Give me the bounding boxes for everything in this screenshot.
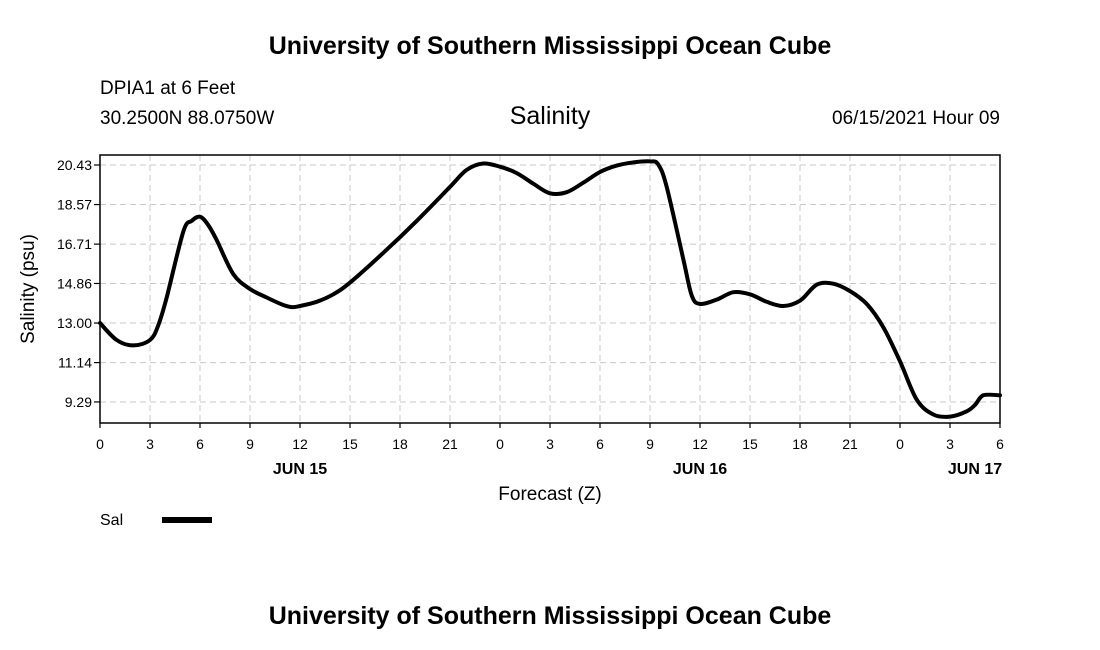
x-tick-label: 18 bbox=[792, 436, 808, 452]
x-axis-title: Forecast (Z) bbox=[498, 484, 601, 505]
y-tick-label: 9.29 bbox=[65, 394, 92, 410]
date-label: JUN 15 bbox=[273, 461, 327, 478]
y-tick-label: 11.14 bbox=[58, 355, 92, 371]
y-tick-label: 14.86 bbox=[57, 275, 92, 291]
forecast-datetime: 06/15/2021 Hour 09 bbox=[832, 108, 1000, 129]
x-tick-label: 0 bbox=[496, 436, 504, 452]
x-tick-label: 6 bbox=[996, 436, 1004, 452]
x-tick-label: 6 bbox=[596, 436, 604, 452]
y-axis-title: Salinity (psu) bbox=[18, 234, 39, 344]
y-tick-label: 18.57 bbox=[57, 197, 92, 213]
x-tick-label: 12 bbox=[292, 436, 308, 452]
title-bottom: University of Southern Mississippi Ocean… bbox=[269, 602, 832, 630]
x-tick-label: 3 bbox=[546, 436, 554, 452]
variable-title: Salinity bbox=[510, 102, 591, 130]
x-axis: 0 3 6 9 12 15 18 21 0 3 6 9 12 15 18 21 0 3 6 bbox=[96, 423, 1004, 452]
grid bbox=[100, 155, 1000, 423]
y-tick-label: 20.43 bbox=[57, 157, 92, 173]
x-tick-label: 0 bbox=[896, 436, 904, 452]
x-tick-label: 21 bbox=[442, 436, 458, 452]
x-tick-label: 0 bbox=[96, 436, 104, 452]
station-coordinates: 30.2500N 88.0750W bbox=[100, 108, 274, 129]
x-tick-label: 3 bbox=[146, 436, 154, 452]
x-tick-label: 6 bbox=[196, 436, 204, 452]
series-layer bbox=[98, 159, 1002, 419]
title-top: University of Southern Mississippi Ocean… bbox=[269, 32, 832, 60]
date-labels: JUN 15 JUN 16 JUN 17 bbox=[273, 461, 1002, 478]
x-tick-label: 15 bbox=[342, 436, 358, 452]
legend-label: Sal bbox=[100, 512, 123, 529]
y-tick-label: 13.00 bbox=[57, 315, 92, 331]
x-tick-label: 9 bbox=[646, 436, 654, 452]
x-tick-label: 15 bbox=[742, 436, 758, 452]
x-tick-label: 9 bbox=[246, 436, 254, 452]
x-tick-label: 21 bbox=[842, 436, 858, 452]
x-tick-label: 12 bbox=[692, 436, 708, 452]
x-tick-label: 18 bbox=[392, 436, 408, 452]
date-label: JUN 17 bbox=[948, 461, 1002, 478]
y-tick-label: 16.71 bbox=[57, 236, 92, 252]
x-tick-label: 3 bbox=[946, 436, 954, 452]
series-line-sal bbox=[98, 159, 1002, 419]
date-label: JUN 16 bbox=[673, 461, 727, 478]
y-axis: 9.29 11.14 13.00 14.86 16.71 18.57 20.43 bbox=[57, 157, 100, 410]
station-label: DPIA1 at 6 Feet bbox=[100, 78, 236, 99]
